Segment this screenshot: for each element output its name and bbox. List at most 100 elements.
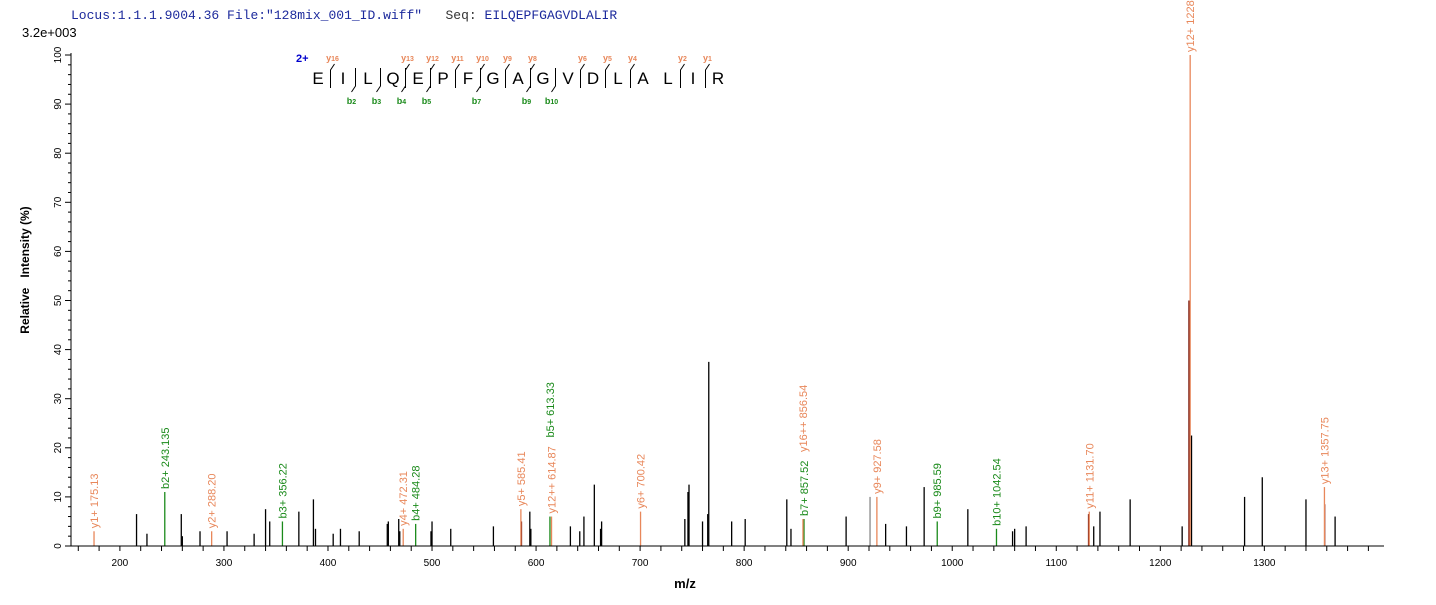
residue: G bbox=[486, 69, 499, 88]
y-ion-label: y9 bbox=[503, 53, 512, 63]
y-cleavage-mark bbox=[330, 63, 335, 88]
y-ion-label: y4 bbox=[628, 53, 637, 63]
peak-label: b9+ 985.59 bbox=[932, 463, 944, 518]
y-tick-label: 0 bbox=[53, 543, 64, 549]
peak-label: y5+ 585.41 bbox=[516, 451, 528, 506]
peaks bbox=[135, 300, 1336, 546]
b-cleavage-mark bbox=[551, 68, 556, 93]
b-ion-label: b3 bbox=[372, 96, 382, 106]
y-tick-label: 60 bbox=[53, 245, 64, 257]
y-tick-label: 20 bbox=[53, 442, 64, 454]
peak-label: y2+ 288.20 bbox=[207, 474, 219, 529]
residue: G bbox=[536, 69, 549, 88]
y-cleavage-mark bbox=[605, 63, 610, 88]
y-ion-label: y16 bbox=[326, 53, 339, 63]
residue: L bbox=[613, 69, 622, 88]
peak-label: y16++ 856.54 bbox=[798, 385, 810, 452]
y-tick-label: 100 bbox=[53, 46, 64, 63]
y-ion-label: y1 bbox=[703, 53, 712, 63]
x-tick-label: 700 bbox=[632, 558, 649, 569]
b-ion-label: b2 bbox=[347, 96, 357, 106]
peak-annotations: y1+ 175.13 b2+ 243.135 y2+ 288.20 b3+ 356.2… bbox=[89, 0, 1331, 546]
b-cleavage-mark bbox=[526, 68, 531, 93]
residue: I bbox=[691, 69, 696, 88]
y-ion-label: y6 bbox=[578, 53, 587, 63]
y-tick-label: 70 bbox=[53, 196, 64, 208]
peak-label: b7+ 857.52 bbox=[799, 461, 811, 516]
y-ion-label: y12 bbox=[426, 53, 439, 63]
y-cleavage-mark bbox=[405, 63, 410, 88]
spectrum-header: Locus:1.1.1.9004.36 File:"128mix_001_ID.… bbox=[71, 8, 617, 23]
x-axis-label: m/z bbox=[674, 576, 696, 591]
b-cleavage-mark bbox=[351, 68, 356, 93]
y-cleavage-mark bbox=[530, 63, 535, 88]
y-cleavage-mark bbox=[430, 63, 435, 88]
residue: P bbox=[437, 69, 448, 88]
b-ion-label: b5 bbox=[422, 96, 432, 106]
peak-label: y1+ 175.13 bbox=[89, 474, 101, 529]
y-axis-label: Relative Intensity (%) bbox=[18, 206, 32, 333]
residue: D bbox=[587, 69, 599, 88]
peak-label: y4+ 472.31 bbox=[398, 471, 410, 526]
residue: I bbox=[341, 69, 346, 88]
seq-value: EILQEPFGAGVDLALIR bbox=[484, 8, 618, 23]
y-ion-label: y8 bbox=[528, 53, 537, 63]
peak-label: b4+ 484.28 bbox=[411, 466, 423, 521]
b-ion-label: b9 bbox=[522, 96, 532, 106]
b-cleavage-mark bbox=[426, 68, 431, 93]
x-tick-label: 900 bbox=[840, 558, 857, 569]
x-tick-label: 1300 bbox=[1253, 558, 1276, 569]
x-tick-label: 1200 bbox=[1149, 558, 1172, 569]
peak-label: y12+ 1228.70 bbox=[1185, 0, 1197, 52]
y-tick-label: 40 bbox=[53, 344, 64, 356]
y-ion-label: y2 bbox=[678, 53, 687, 63]
y-cleavage-mark bbox=[505, 63, 510, 88]
residue: V bbox=[562, 69, 574, 88]
y-ion-label: y5 bbox=[603, 53, 612, 63]
residue: F bbox=[463, 69, 473, 88]
residue: E bbox=[312, 69, 323, 88]
x-tick-label: 600 bbox=[528, 558, 545, 569]
y-cleavage-mark bbox=[580, 63, 585, 88]
y-ion-label: y13 bbox=[401, 53, 414, 63]
y-tick-label: 50 bbox=[53, 295, 64, 307]
x-tick-label: 1000 bbox=[941, 558, 964, 569]
b-ion-label: b4 bbox=[397, 96, 407, 106]
residue: R bbox=[712, 69, 724, 88]
y-tick-label: 90 bbox=[53, 98, 64, 110]
seq-label: Seq: bbox=[445, 8, 477, 23]
peak-label: y9+ 927.58 bbox=[872, 439, 884, 494]
x-tick-label: 500 bbox=[424, 558, 441, 569]
intensity-scale-label: 3.2e+003 bbox=[22, 25, 77, 40]
residue: Q bbox=[386, 69, 399, 88]
peak-label: y11+ 1131.70 bbox=[1084, 443, 1096, 508]
charge-state: 2+ bbox=[296, 53, 309, 65]
b-cleavage-mark bbox=[476, 68, 481, 93]
y-tick-label: 10 bbox=[53, 491, 64, 503]
y-cleavage-mark bbox=[705, 63, 710, 88]
y-cleavage-mark bbox=[455, 63, 460, 88]
b-cleavage-mark bbox=[376, 68, 381, 93]
y-ion-label: y11 bbox=[451, 53, 464, 63]
residue: L bbox=[663, 69, 672, 88]
x-tick-label: 300 bbox=[216, 558, 233, 569]
peak-label: b3+ 356.22 bbox=[277, 463, 289, 518]
axes: 0 10 20 30 40 50 60 70 80 90 100 200 300 400 500 600 700… bbox=[53, 46, 1384, 569]
residue: A bbox=[512, 69, 524, 88]
y-cleavage-mark bbox=[630, 63, 635, 88]
b-cleavage-mark bbox=[401, 68, 406, 93]
peak-label: b2+ 243.135 bbox=[160, 428, 172, 489]
locus-text: Locus:1.1.1.9004.36 bbox=[71, 8, 220, 23]
peak-label: b5+ 613.33 bbox=[545, 382, 557, 437]
y-tick-label: 30 bbox=[53, 393, 64, 405]
x-tick-label: 800 bbox=[736, 558, 753, 569]
x-tick-label: 1100 bbox=[1046, 558, 1068, 569]
b-ion-label: b7 bbox=[472, 96, 482, 106]
residue: A bbox=[637, 69, 649, 88]
y-tick-label: 80 bbox=[53, 147, 64, 159]
y-ion-label: y10 bbox=[476, 53, 489, 63]
residue: E bbox=[412, 69, 423, 88]
peak-label: b10+ 1042.54 bbox=[991, 458, 1003, 526]
